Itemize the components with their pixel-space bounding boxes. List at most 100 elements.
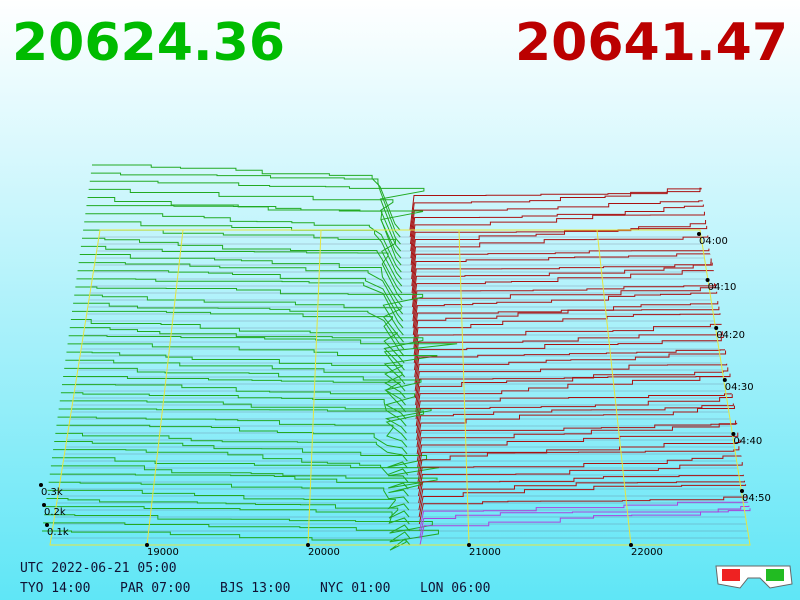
depth-label: 0.1k [47, 527, 69, 538]
bid-curve [65, 359, 406, 399]
bid-curve [42, 530, 411, 551]
zone-time: PAR 07:00 [120, 581, 190, 596]
depth-label: 0.2k [44, 507, 66, 518]
price-label: 21000 [469, 547, 501, 558]
bid-curve [87, 197, 402, 259]
floor-outline [49, 229, 751, 546]
bid-curve [56, 424, 408, 455]
ask-curve [415, 373, 731, 420]
bid-curve [84, 221, 402, 280]
time-label: 04:50 [742, 493, 771, 504]
bid-curve [46, 497, 410, 519]
axis-dot [42, 503, 46, 507]
bid-curve [92, 164, 401, 231]
bid-curve [88, 188, 402, 252]
ask-curve [414, 350, 727, 392]
ask-curve [411, 258, 712, 301]
bid-curve [82, 237, 403, 294]
ask-curve [412, 291, 718, 336]
time-label: 04:20 [716, 330, 745, 341]
3d-glasses-icon [715, 565, 793, 589]
ask-curve [415, 394, 733, 434]
bid-price: 20624.36 [12, 13, 285, 73]
bid-curve [50, 465, 438, 490]
axis-dot [39, 483, 43, 487]
ask-curve [410, 204, 704, 252]
ask-curve [411, 262, 713, 308]
ask-curve [417, 455, 742, 490]
price-label: 20000 [308, 547, 340, 558]
bid-curve [57, 416, 408, 448]
bid-curve [45, 506, 410, 525]
ask-curve [417, 432, 739, 469]
zone-time: LON 06:00 [420, 581, 490, 596]
axis-dot [740, 489, 744, 493]
ask-curve [411, 253, 711, 294]
ask-curve [412, 270, 714, 315]
bid-curve [80, 245, 403, 301]
price-label: 19000 [147, 547, 179, 558]
bid-curve [69, 327, 424, 371]
grid-line [146, 229, 184, 546]
ask-curve [410, 225, 708, 273]
grid-line [596, 229, 632, 546]
ask-curve [416, 420, 737, 455]
ask-price: 20641.47 [515, 13, 788, 73]
ask-curve [417, 462, 743, 497]
bid-curve [62, 384, 416, 420]
bid-curve [67, 343, 438, 385]
bid-curve [49, 473, 422, 497]
ask-curve [412, 283, 715, 322]
ask-curve [409, 187, 701, 231]
axis-dot [722, 378, 727, 382]
bid-curve [58, 408, 425, 441]
price-label: 22000 [631, 547, 663, 558]
ask-curve [416, 422, 738, 462]
axis-dot [714, 326, 719, 330]
depth-curves [42, 164, 751, 551]
ask-curve [410, 220, 707, 266]
ask-curve [419, 501, 749, 532]
ask-curve [411, 248, 710, 287]
bid-curve [83, 229, 403, 287]
bid-curve [52, 457, 440, 483]
grid-line [307, 229, 322, 546]
ask-curve [410, 211, 705, 259]
ask-curve [415, 367, 729, 406]
bid-curve [47, 489, 410, 511]
ask-curve [418, 484, 747, 518]
ask-curve [417, 439, 741, 483]
bid-curve [78, 262, 404, 315]
ask-curve [416, 405, 735, 448]
ask-curve [414, 349, 725, 385]
grid-line [458, 229, 470, 546]
time-label: 04:00 [699, 236, 728, 247]
ask-curve [413, 301, 719, 343]
zone-time: TYO 14:00 [20, 581, 90, 596]
bid-curve [43, 522, 439, 543]
ask-curve [413, 331, 723, 371]
ask-curve [414, 363, 728, 399]
floor-grid [49, 229, 751, 546]
zone-time: NYC 01:00 [320, 581, 390, 596]
axis-dot [629, 543, 633, 547]
bid-curve [90, 172, 401, 238]
ask-curve [413, 306, 720, 350]
bid-curve [64, 367, 422, 406]
utc-time: UTC 2022-06-21 05:00 [20, 561, 177, 576]
ask-curve [411, 235, 709, 280]
bid-curve [44, 514, 433, 534]
bid-curve [74, 294, 404, 343]
axis-dot [705, 278, 710, 282]
ask-curve [415, 376, 730, 413]
time-label: 04:10 [708, 282, 737, 293]
ask-curve [409, 187, 702, 238]
ask-curve [419, 508, 751, 546]
ask-curve [413, 313, 721, 357]
ask-curve [413, 323, 722, 364]
axis-dot [45, 523, 49, 527]
ask-curve [419, 505, 750, 539]
time-label: 04:40 [733, 436, 762, 447]
